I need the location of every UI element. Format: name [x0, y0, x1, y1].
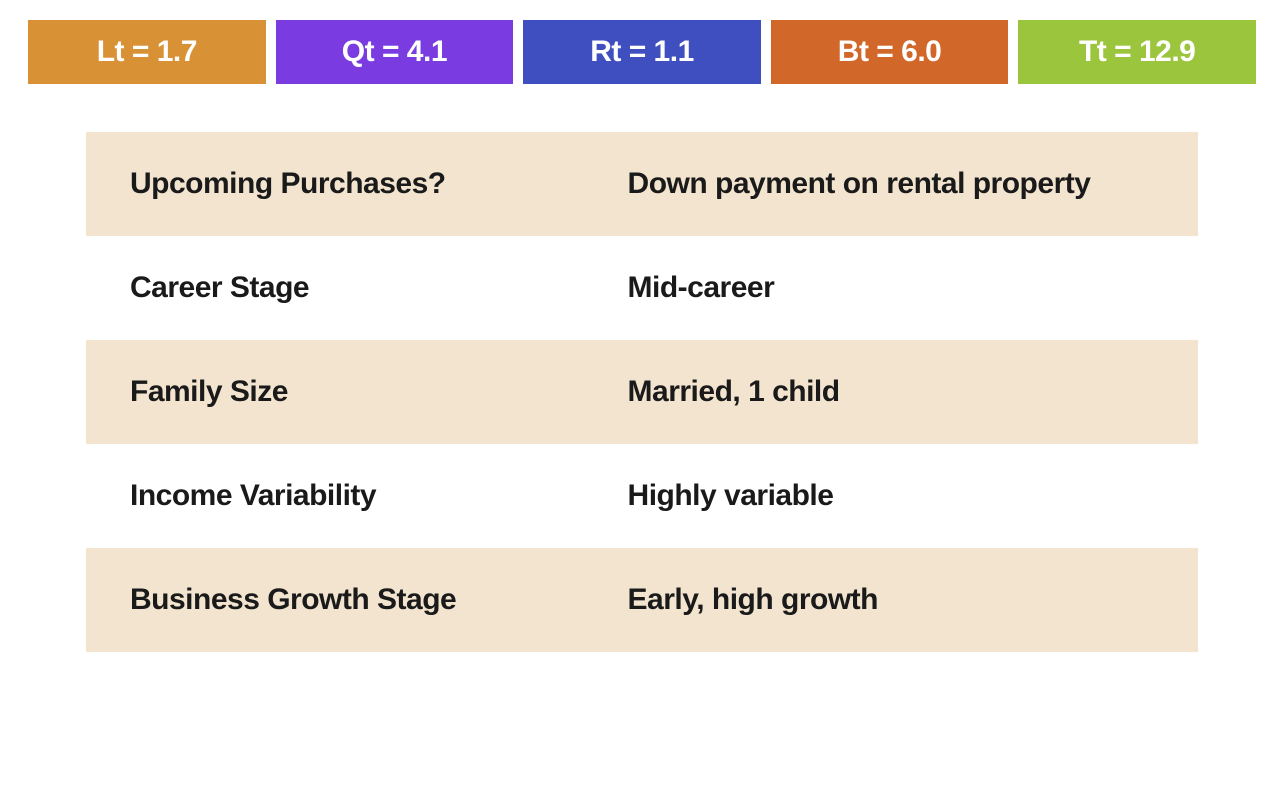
table-row: Career Stage Mid-career [86, 236, 1198, 340]
table-row: Income Variability Highly variable [86, 444, 1198, 548]
row-value: Early, high growth [598, 548, 1198, 652]
row-label: Income Variability [86, 444, 598, 548]
table-row: Family Size Married, 1 child [86, 340, 1198, 444]
metric-bt: Bt = 6.0 [771, 20, 1009, 84]
table-row: Upcoming Purchases? Down payment on rent… [86, 132, 1198, 236]
info-table: Upcoming Purchases? Down payment on rent… [86, 132, 1198, 652]
metric-lt: Lt = 1.7 [28, 20, 266, 84]
metric-tt: Tt = 12.9 [1018, 20, 1256, 84]
row-value: Down payment on rental property [598, 132, 1198, 236]
metric-lt-label: Lt = 1.7 [97, 35, 197, 69]
metric-tt-label: Tt = 12.9 [1079, 35, 1195, 69]
row-label: Career Stage [86, 236, 598, 340]
row-value: Highly variable [598, 444, 1198, 548]
row-value: Mid-career [598, 236, 1198, 340]
row-label: Business Growth Stage [86, 548, 598, 652]
metric-rt: Rt = 1.1 [523, 20, 761, 84]
row-label: Upcoming Purchases? [86, 132, 598, 236]
table-row: Business Growth Stage Early, high growth [86, 548, 1198, 652]
metric-bt-label: Bt = 6.0 [838, 35, 942, 69]
metric-rt-label: Rt = 1.1 [590, 35, 694, 69]
metric-qt: Qt = 4.1 [276, 20, 514, 84]
row-value: Married, 1 child [598, 340, 1198, 444]
metric-row: Lt = 1.7 Qt = 4.1 Rt = 1.1 Bt = 6.0 Tt =… [28, 20, 1256, 84]
metric-qt-label: Qt = 4.1 [342, 35, 447, 69]
info-table-body: Upcoming Purchases? Down payment on rent… [86, 132, 1198, 652]
info-table-wrap: Upcoming Purchases? Down payment on rent… [28, 132, 1256, 652]
row-label: Family Size [86, 340, 598, 444]
